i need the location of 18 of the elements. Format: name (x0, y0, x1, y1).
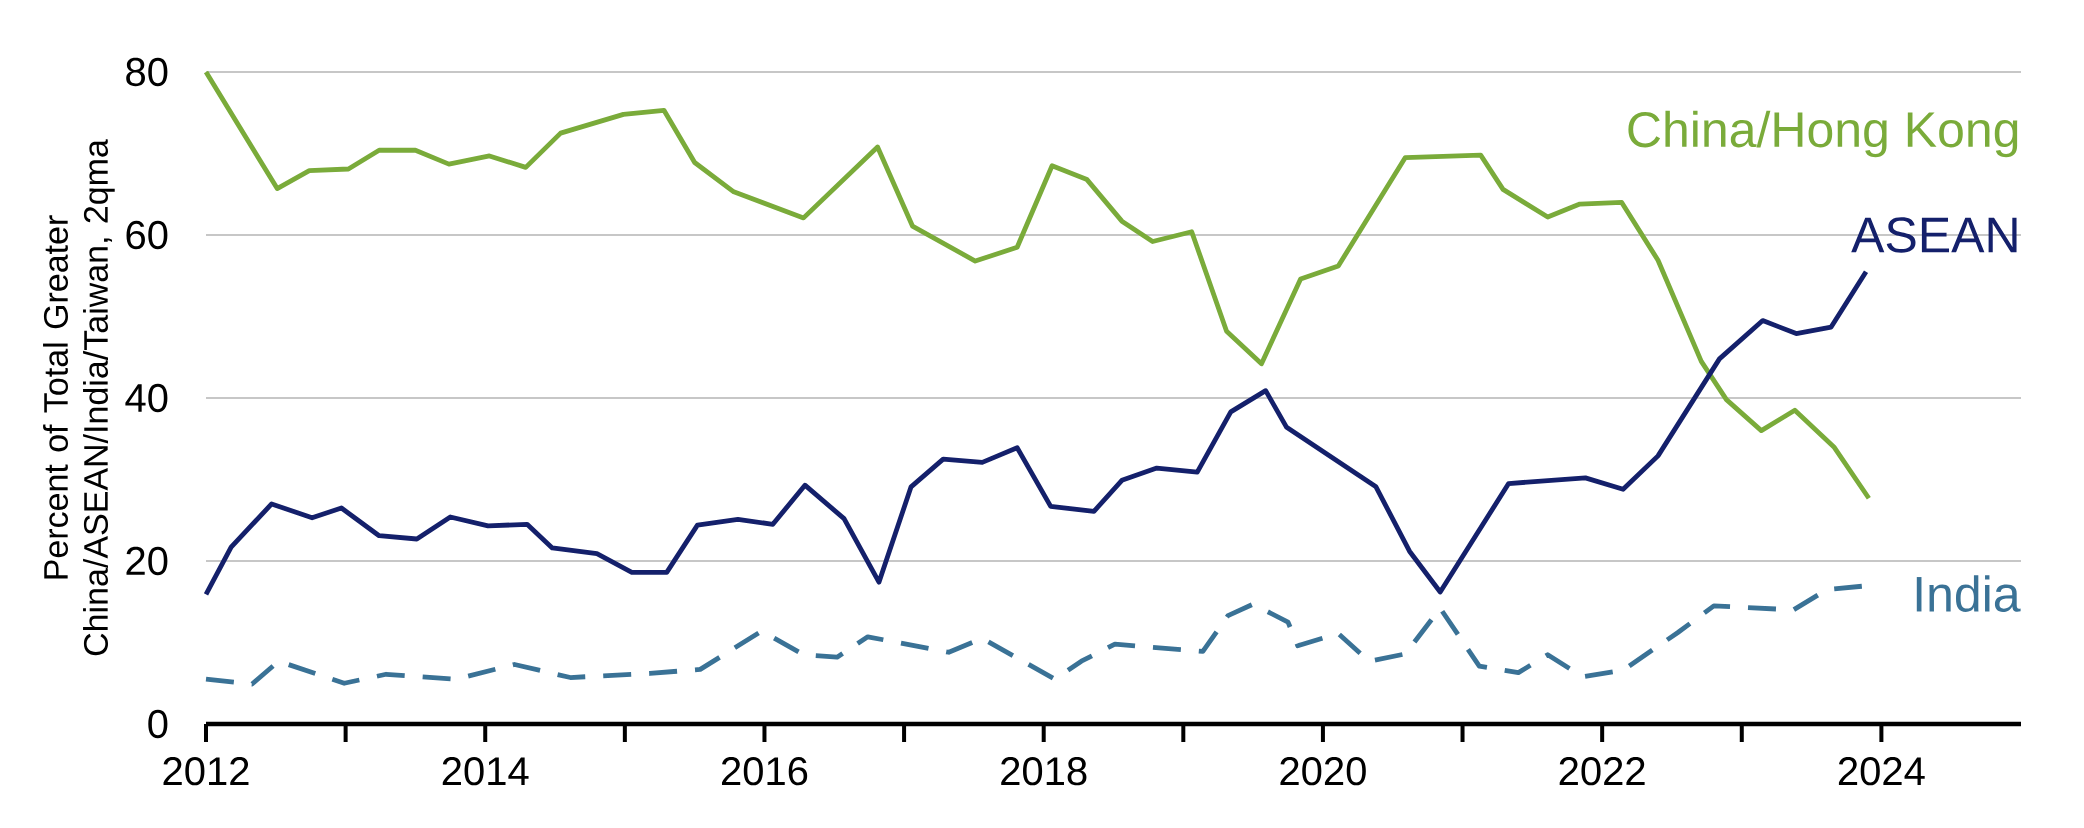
y-tick-label: 0 (148, 709, 168, 739)
line-series (203, 583, 1865, 687)
x-tick-label: 2012 (163, 757, 249, 786)
x-tick-label: 2016 (721, 757, 808, 786)
x-tick-label: 2018 (1001, 757, 1087, 786)
x-tick-label: 2014 (442, 757, 529, 786)
x-tick-label: 2022 (1559, 757, 1645, 786)
y-tick-label: 40 (125, 383, 168, 413)
y-tick-label: 60 (126, 220, 168, 250)
series-label: India (1916, 575, 2021, 612)
x-tick-label: 2020 (1280, 757, 1366, 786)
y-tick-label: 80 (126, 57, 168, 87)
series-label: China/Hong Kong (1628, 110, 2018, 158)
y-tick-label: 20 (126, 546, 168, 576)
x-tick-label: 2024 (1838, 757, 1925, 786)
line-series (203, 269, 1869, 597)
series-label: ASEAN (1851, 217, 2017, 253)
y-axis-title: Percent of Total Greater China/ASEAN/India/Taiwan, 2qma (43, 139, 115, 656)
